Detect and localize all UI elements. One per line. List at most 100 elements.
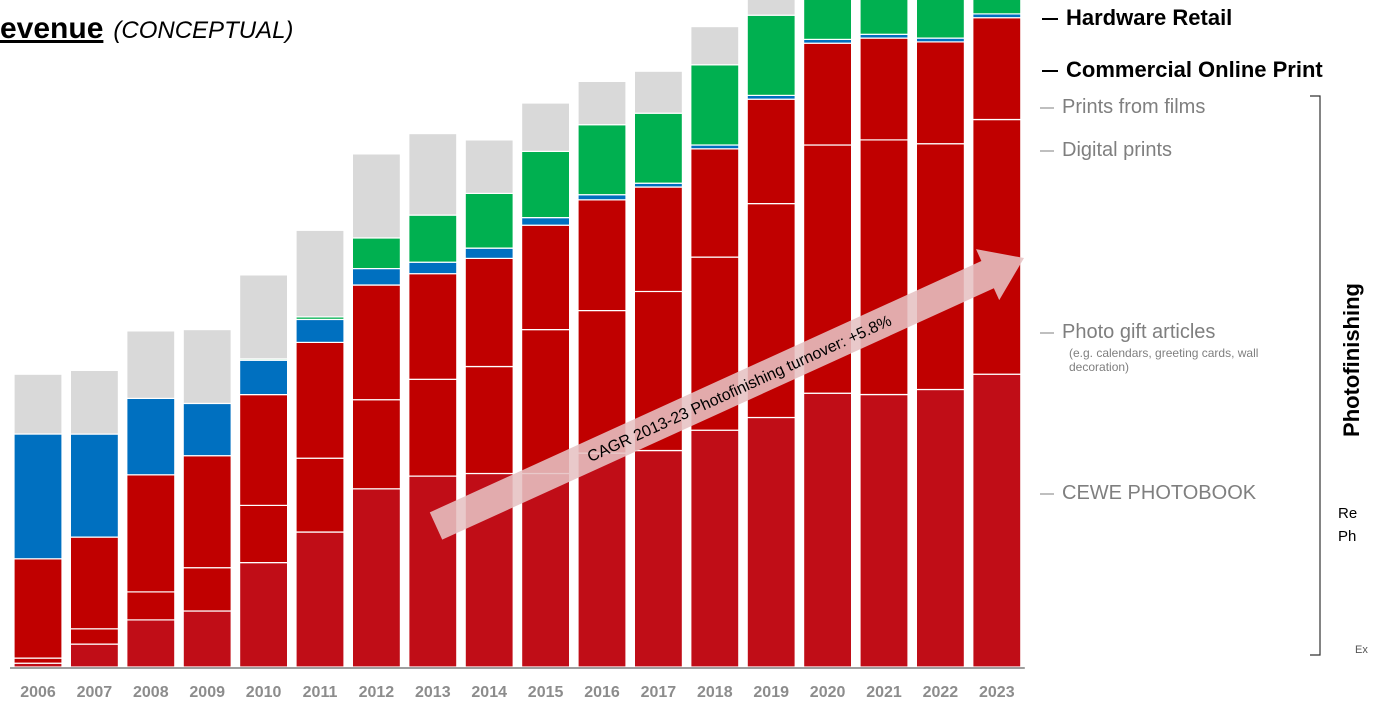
bar-segment-digital-prints-2014 (464, 257, 514, 368)
bar-segment-digital-prints-2012 (351, 284, 401, 401)
bar-segment-digital-prints-2015 (520, 224, 571, 331)
bar-segment-digital-prints-2019 (746, 98, 796, 205)
bar-segment-commercial-online-print-2019 (746, 14, 796, 96)
legend-dash (1040, 149, 1054, 152)
bar-segment-commercial-online-print-2017 (633, 112, 684, 184)
legend-prints-from-films-label: Prints from films (1062, 96, 1206, 118)
x-tick-label-2011: 2011 (303, 684, 338, 701)
bar-segment-photo-gift-articles-2010 (239, 504, 289, 564)
bar-segment-cewe-photobook-2012 (351, 488, 401, 668)
bar-segment-photo-gift-articles-2011 (295, 457, 345, 533)
x-tick-label-2017: 2017 (641, 684, 677, 701)
bar-segment-digital-prints-2010 (239, 394, 289, 507)
bar-segment-cewe-photobook-2020 (802, 392, 853, 668)
legend-commercial-online-print: Commercial Online Print (1042, 57, 1323, 83)
x-tick-label-2012: 2012 (359, 684, 395, 701)
bar-segment-prints-from-films-2006 (13, 433, 63, 560)
bar-segment-hardware-retail-2012 (351, 153, 401, 239)
x-tick-label-2014: 2014 (471, 684, 507, 701)
bar-segment-photo-gift-articles-2014 (464, 366, 514, 475)
bar-segment-cewe-photobook-2007 (69, 643, 120, 668)
photofinishing-label-text: Photofinishing (1339, 283, 1364, 437)
legend-dash (1042, 70, 1058, 73)
legend-digital-prints-label: Digital prints (1062, 139, 1173, 161)
bar-segment-prints-from-films-2008 (126, 397, 176, 476)
bar-segment-digital-prints-2007 (69, 536, 120, 630)
bar-segment-prints-from-films-2015 (520, 217, 571, 226)
bar-segment-digital-prints-2022 (915, 41, 966, 145)
bar-segment-digital-prints-2018 (690, 148, 740, 258)
title-main: evenue (0, 12, 104, 45)
x-tick-label-2021: 2021 (866, 684, 902, 701)
bar-segment-hardware-retail-2014 (464, 139, 514, 194)
bar-segment-photo-gift-articles-2022 (915, 143, 966, 391)
bar-segment-commercial-online-print-2021 (859, 0, 909, 35)
legend-prints-from-films: Prints from films (1040, 96, 1205, 119)
bar-segment-hardware-retail-2017 (633, 70, 684, 114)
bar-segment-hardware-retail-2010 (239, 274, 289, 360)
bar-segment-commercial-online-print-2018 (690, 64, 740, 146)
x-tick-label-2016: 2016 (584, 684, 620, 701)
bar-segment-digital-prints-2021 (859, 37, 909, 141)
bar-segment-hardware-retail-2007 (69, 369, 120, 435)
bar-segment-commercial-online-print-2013 (408, 214, 458, 263)
bar-segment-photo-gift-articles-2006 (13, 657, 63, 664)
x-tick-label-2023: 2023 (979, 684, 1015, 701)
bar-segment-photo-gift-articles-2013 (408, 378, 458, 477)
legend-dash (1040, 492, 1054, 495)
bar-segment-digital-prints-2011 (295, 341, 345, 459)
legend-photo-gift-articles-label: Photo gift articles (1062, 321, 1216, 343)
bar-segment-photo-gift-articles-2009 (182, 567, 232, 612)
bar-segment-hardware-retail-2018 (690, 26, 740, 66)
x-tick-label-2006: 2006 (20, 684, 56, 701)
bar-segment-commercial-online-print-2012 (351, 237, 401, 270)
bar-segment-commercial-online-print-2016 (577, 124, 627, 196)
bar-segment-cewe-photobook-2009 (182, 610, 232, 668)
bar-segment-hardware-retail-2015 (520, 102, 571, 153)
x-tick-label-2015: 2015 (528, 684, 564, 701)
bar-segment-prints-from-films-2016 (577, 194, 627, 201)
bar-segment-hardware-retail-2019 (746, 0, 796, 16)
bar-segment-cewe-photobook-2018 (690, 429, 740, 668)
cagr-arrow-shape (429, 249, 1025, 540)
bar-segment-prints-from-films-2010 (239, 359, 289, 396)
bar-segment-digital-prints-2013 (408, 273, 458, 380)
x-tick-label-2010: 2010 (246, 684, 282, 701)
bar-segment-cewe-photobook-2011 (295, 531, 345, 668)
bar-segment-cewe-photobook-2016 (577, 452, 627, 668)
legend-dash (1040, 331, 1054, 334)
bar-segment-cewe-photobook-2017 (633, 450, 684, 668)
bar-segment-hardware-retail-2011 (295, 229, 345, 318)
bar-segment-digital-prints-2009 (182, 455, 232, 569)
legend-dash (1040, 106, 1054, 109)
x-tick-label-2007: 2007 (77, 684, 113, 701)
x-tick-label-2019: 2019 (753, 684, 789, 701)
legend-cewe-photobook-label: CEWE PHOTOBOOK (1062, 482, 1257, 504)
bar-segment-hardware-retail-2006 (13, 373, 63, 435)
bar-segment-prints-from-films-2012 (351, 267, 401, 286)
bar-segment-photo-gift-articles-2021 (859, 139, 909, 396)
bar-segment-digital-prints-2017 (633, 186, 684, 293)
bar-segment-prints-from-films-2014 (464, 247, 514, 259)
bar-segment-commercial-online-print-2015 (520, 150, 571, 219)
bar-segment-digital-prints-2008 (126, 474, 176, 593)
bar-segment-photo-gift-articles-2008 (126, 591, 176, 621)
x-tick-label-2022: 2022 (923, 684, 959, 701)
photofinishing-bracket (1310, 95, 1321, 656)
legend-hardware-retail-label: Hardware Retail (1066, 5, 1233, 30)
legend-photo-gift-note: (e.g. calendars, greeting cards, wall de… (1069, 346, 1259, 374)
cropped-footnote: Ex (1355, 644, 1368, 656)
legend-dash (1042, 18, 1058, 21)
title-sub: (CONCEPTUAL) (113, 17, 294, 44)
legend-digital-prints: Digital prints (1040, 139, 1172, 162)
bar-segment-photo-gift-articles-2023 (972, 118, 1022, 375)
bar-segment-digital-prints-2016 (577, 199, 627, 312)
bar-segment-cewe-photobook-2021 (859, 394, 909, 668)
bar-segment-cewe-photobook-2019 (746, 416, 796, 668)
bar-segment-prints-from-films-2009 (182, 402, 232, 457)
bar-segment-commercial-online-print-2023 (972, 0, 1022, 15)
bar-segment-cewe-photobook-2022 (915, 388, 966, 668)
bar-segment-photo-gift-articles-2007 (69, 628, 120, 645)
bar-segment-digital-prints-2006 (13, 558, 63, 659)
